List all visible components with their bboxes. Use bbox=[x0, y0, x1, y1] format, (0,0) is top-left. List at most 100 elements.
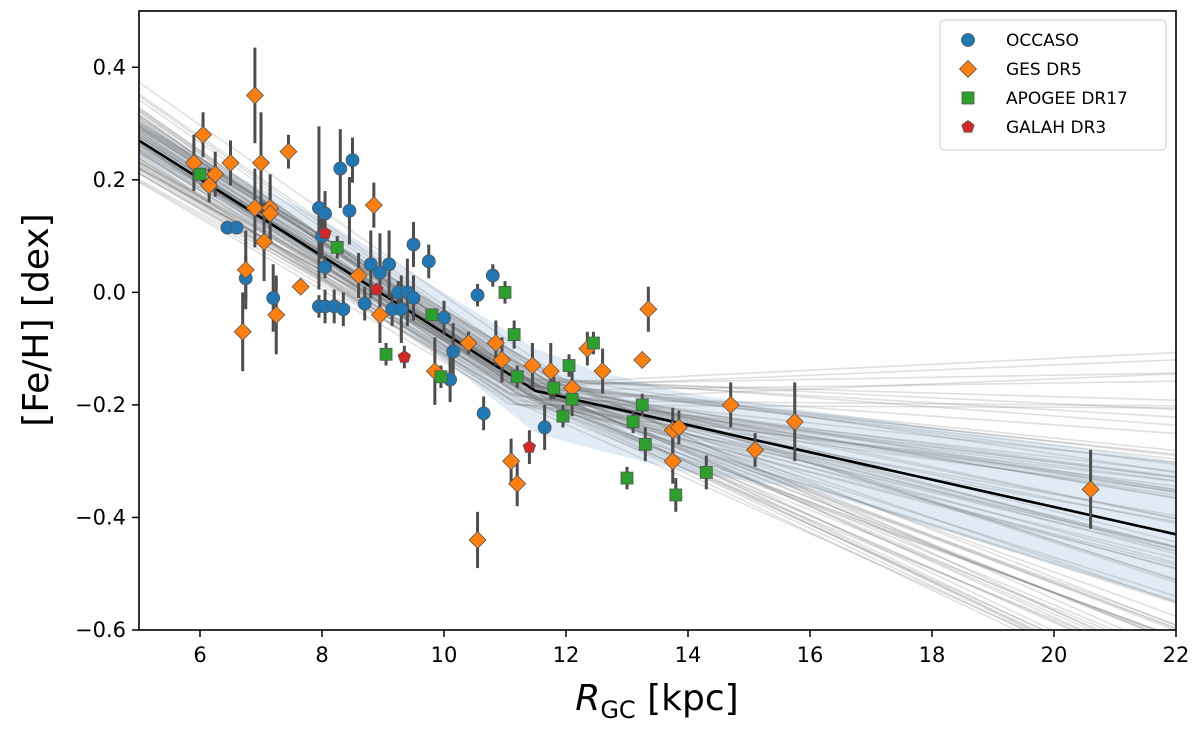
data-point-galah bbox=[370, 282, 384, 296]
x-tick-label: 10 bbox=[431, 643, 458, 667]
data-point-apogee bbox=[699, 466, 713, 479]
confidence-band bbox=[139, 123, 1176, 602]
data-point-apogee bbox=[434, 370, 448, 384]
mc-fit-line bbox=[139, 139, 1176, 491]
mc-fit-line bbox=[139, 151, 1176, 555]
data-point-apogee bbox=[556, 409, 570, 423]
data-point-occaso bbox=[345, 153, 360, 168]
mc-fit-line bbox=[139, 126, 1176, 552]
mc-fit-line bbox=[139, 138, 1176, 482]
data-point-ges bbox=[291, 277, 310, 296]
data-point-occaso bbox=[342, 203, 357, 218]
mc-fit-line bbox=[139, 125, 1176, 582]
y-tick-label: −0.6 bbox=[75, 618, 126, 642]
data-point-apogee bbox=[498, 285, 512, 299]
y-tick-label: −0.2 bbox=[75, 393, 126, 417]
mc-fit-line bbox=[139, 116, 1176, 479]
x-axis-title: RGC [kpc] bbox=[575, 678, 738, 724]
mc-fit-line bbox=[139, 168, 1176, 569]
data-point-apogee bbox=[507, 328, 521, 341]
data-point-occaso bbox=[357, 296, 372, 311]
data-point-ges bbox=[633, 350, 652, 369]
data-point-ges bbox=[639, 300, 658, 319]
mc-fit-line bbox=[139, 172, 1083, 630]
data-point-apogee bbox=[425, 308, 439, 322]
data-point-occaso bbox=[318, 206, 332, 221]
x-tick-label: 22 bbox=[1163, 643, 1190, 667]
data-point-ges bbox=[508, 474, 527, 493]
data-point-ges bbox=[233, 322, 252, 341]
data-point-occaso bbox=[406, 237, 421, 252]
legend-marker-galah bbox=[961, 120, 975, 133]
data-point-ges bbox=[370, 305, 390, 324]
data-point-ges bbox=[523, 356, 542, 375]
data-point-ges bbox=[349, 266, 368, 285]
x-tick-label: 8 bbox=[315, 643, 328, 667]
data-point-apogee bbox=[565, 392, 579, 406]
data-point-ges bbox=[669, 418, 688, 437]
plot-area bbox=[139, 47, 1176, 630]
data-point-galah bbox=[397, 350, 412, 363]
legend-label-occaso: OCCASO bbox=[1006, 31, 1079, 51]
data-point-apogee bbox=[547, 381, 561, 395]
legend-marker-apogee bbox=[961, 91, 975, 105]
data-point-apogee bbox=[562, 359, 576, 372]
y-axis-ticks: −0.6 −0.4 −0.2 0.0 0.2 0.4 bbox=[75, 55, 139, 642]
legend-label-galah: GALAH DR3 bbox=[1006, 118, 1106, 138]
x-tick-label: 18 bbox=[919, 643, 946, 667]
data-point-ges bbox=[251, 153, 271, 173]
data-point-occaso bbox=[470, 288, 485, 303]
mc-fit-line bbox=[139, 152, 1176, 566]
data-point-apogee bbox=[193, 167, 207, 181]
data-point-apogee bbox=[620, 471, 634, 485]
data-point-occaso bbox=[229, 220, 244, 235]
mc-fit-line bbox=[139, 107, 1176, 629]
x-tick-label: 6 bbox=[193, 643, 206, 667]
data-point-occaso bbox=[318, 260, 332, 274]
x-tick-label: 20 bbox=[1041, 643, 1068, 667]
data-markers bbox=[184, 86, 1100, 550]
data-point-apogee bbox=[587, 336, 600, 350]
legend-label-apogee: APOGEE DR17 bbox=[1006, 89, 1128, 109]
data-point-occaso bbox=[382, 257, 397, 272]
x-axis-title-main: R bbox=[575, 678, 600, 719]
mc-fit-line bbox=[139, 160, 1054, 630]
data-point-ges bbox=[245, 198, 264, 218]
mc-fit-line bbox=[139, 138, 1176, 402]
data-point-ges bbox=[468, 530, 487, 550]
mc-fit-line bbox=[139, 130, 1153, 630]
data-point-occaso bbox=[476, 406, 491, 421]
mc-fit-line bbox=[139, 161, 1176, 626]
data-point-occaso bbox=[437, 310, 451, 325]
mc-fit-line bbox=[139, 161, 1102, 630]
data-point-ges bbox=[746, 440, 765, 459]
data-point-ges bbox=[267, 305, 286, 324]
data-point-ges bbox=[364, 196, 383, 215]
mc-fit-line bbox=[139, 180, 1160, 630]
data-point-ges bbox=[502, 452, 521, 471]
data-point-ges bbox=[492, 350, 512, 369]
data-point-occaso bbox=[394, 302, 409, 317]
mc-fit-line bbox=[139, 178, 1158, 630]
data-point-ges bbox=[236, 260, 255, 279]
data-point-galah bbox=[318, 226, 332, 239]
data-point-ges bbox=[245, 86, 264, 105]
mc-fit-line bbox=[139, 150, 1176, 560]
data-point-ges bbox=[593, 362, 612, 381]
mc-fit-line bbox=[139, 132, 1027, 630]
mc-fit-line bbox=[139, 165, 1176, 605]
data-point-ges bbox=[459, 333, 478, 353]
mc-fit-line bbox=[139, 135, 1176, 597]
data-point-occaso bbox=[446, 344, 461, 359]
x-axis-title-unit: [kpc] bbox=[636, 678, 739, 719]
data-point-ges bbox=[206, 165, 225, 184]
legend-label-ges: GES DR5 bbox=[1006, 60, 1082, 80]
data-point-occaso bbox=[421, 254, 436, 269]
mc-fit-line bbox=[139, 123, 1127, 630]
mc-fit-line bbox=[139, 109, 1176, 549]
mc-fit-line bbox=[139, 125, 1176, 474]
data-point-ges bbox=[254, 232, 274, 251]
data-point-ges bbox=[663, 452, 682, 471]
legend-marker-ges bbox=[958, 59, 978, 79]
